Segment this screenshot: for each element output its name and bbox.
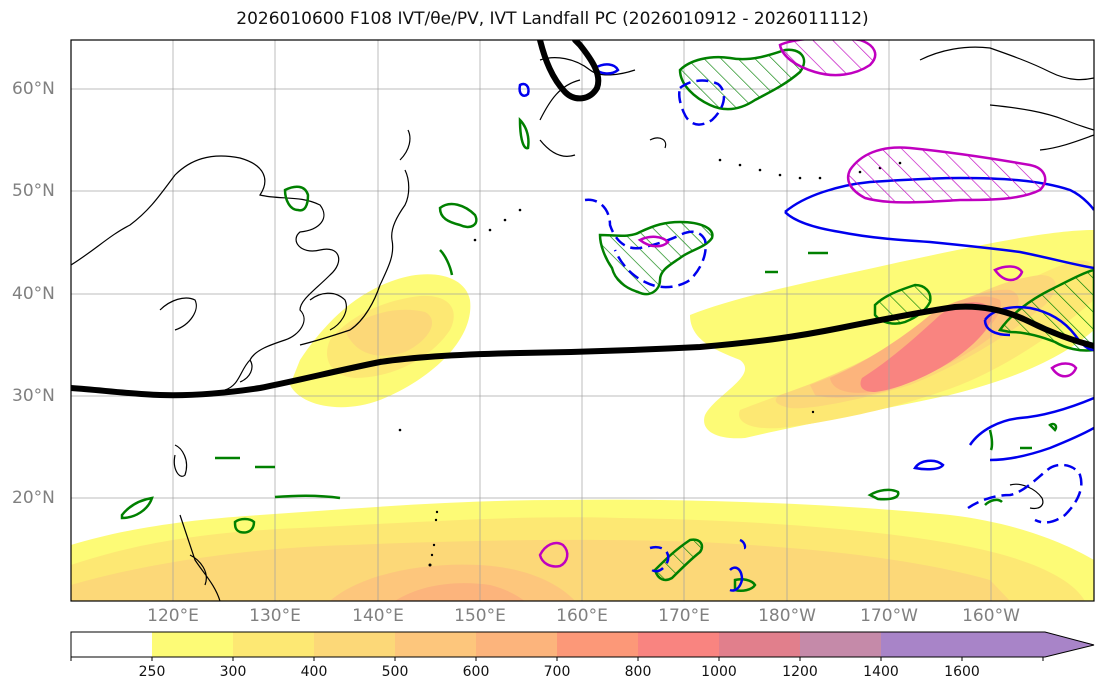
- black-contours: [71, 40, 1094, 399]
- ivt-shading: [71, 230, 1094, 601]
- colorbar-label: 400: [300, 664, 328, 680]
- pv-contours: [538, 40, 1078, 568]
- colorbar-cell: [233, 632, 315, 657]
- colorbar-ticks: [70, 657, 1044, 661]
- colorbar-cell: [476, 632, 558, 657]
- blue-contours: [518, 63, 1094, 592]
- coastlines: [71, 46, 1094, 601]
- colorbar-label: 250: [138, 664, 166, 680]
- colorbar-cell: [962, 632, 1094, 657]
- lon-label-130e: 130°E: [249, 606, 301, 626]
- lon-label-150e: 150°E: [454, 606, 506, 626]
- colorbar-label: 800: [624, 664, 652, 680]
- colorbar-label: 1200: [782, 664, 818, 680]
- colorbar-cell: [557, 632, 639, 657]
- colorbar-cell: [395, 632, 477, 657]
- lat-label-20n: 20°N: [12, 488, 55, 508]
- colorbar-label: 1600: [944, 664, 980, 680]
- lon-label-140e: 140°E: [352, 606, 404, 626]
- colorbar-label: 1000: [701, 664, 737, 680]
- colorbar-label: 600: [462, 664, 490, 680]
- lat-label-50n: 50°N: [12, 181, 55, 201]
- lon-label-170e: 170°E: [658, 606, 710, 626]
- colorbar-cell: [881, 632, 963, 657]
- colorbar-label: 1400: [863, 664, 899, 680]
- lat-label-60n: 60°N: [12, 79, 55, 99]
- lon-label-120e: 120°E: [147, 606, 199, 626]
- lon-label-160e: 160°E: [556, 606, 608, 626]
- colorbar-cell: [638, 632, 720, 657]
- colorbar-cell: [152, 632, 234, 657]
- lat-label-40n: 40°N: [12, 284, 55, 304]
- colorbar-label: 300: [219, 664, 247, 680]
- lon-label-170w: 170°W: [860, 606, 918, 626]
- lon-label-180w: 180°W: [758, 606, 816, 626]
- map-title: 2026010600 F108 IVT/θe/PV, IVT Landfall …: [236, 9, 869, 29]
- colorbar-cell: [800, 632, 882, 657]
- map-area: [71, 40, 1094, 601]
- colorbar-outline: [70, 631, 1095, 658]
- colorbar-label: 700: [543, 664, 571, 680]
- colorbar-cell: [314, 632, 396, 657]
- colorbar-cells: [71, 632, 1094, 657]
- colorbar-label: 500: [381, 664, 409, 680]
- colorbar-cell: [71, 632, 153, 657]
- lat-label-30n: 30°N: [12, 386, 55, 406]
- colorbar-cell: [719, 632, 801, 657]
- lon-label-160w: 160°W: [962, 606, 1020, 626]
- map-frame: [70, 39, 1095, 602]
